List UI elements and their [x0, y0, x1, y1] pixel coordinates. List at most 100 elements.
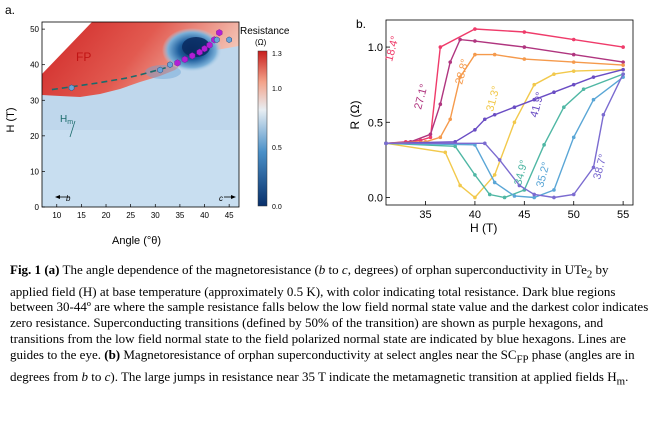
caption-sub: FP [516, 353, 529, 366]
panel-a-ytick-label: 10 [30, 167, 39, 176]
curve-point [571, 192, 576, 197]
caption-text: to [325, 262, 342, 277]
caption-fig-label: Fig. 1 [10, 262, 42, 277]
panel-a-xtick-label: 15 [77, 211, 86, 220]
curve-point [443, 150, 448, 155]
curve-point [438, 45, 443, 49]
curve-point [512, 194, 517, 198]
colorbar: Resistance (Ω) 1.3 1.0 0.5 0.0 [240, 26, 290, 211]
curve-point [621, 72, 625, 76]
curve-label-1: 27.1° [412, 83, 430, 111]
curve-point [448, 117, 453, 122]
blue-hexagon [167, 61, 173, 68]
panel-a-xtick-label: 10 [52, 211, 61, 220]
curve-point [571, 37, 576, 42]
purple-hexagon [181, 55, 188, 63]
curve-point [487, 192, 492, 197]
caption-sub: m [616, 375, 626, 388]
curve-point [571, 82, 576, 87]
caption-text: . [625, 368, 629, 384]
panel-b-ytick-label: 0.0 [368, 192, 383, 204]
purple-hexagon [174, 59, 181, 67]
curve-point [571, 60, 576, 64]
curve-point [532, 97, 536, 102]
curve-point [418, 138, 423, 143]
caption-sub: 2 [586, 268, 593, 281]
caption-text: by applied field (H) at base temperature… [10, 262, 649, 363]
caption-text: ). The large jumps in resistance near 35… [110, 368, 617, 384]
curve-point [473, 173, 477, 177]
blue-hexagon [226, 36, 232, 44]
panel-a-xtick-label: 30 [151, 211, 160, 220]
panel-b-curves [384, 27, 625, 200]
caption-text: The angle dependence of the magnetoresis… [59, 262, 319, 277]
purple-hexagon [206, 41, 213, 49]
curve-point [497, 158, 502, 162]
curve-point [483, 117, 487, 122]
curve-point [621, 67, 625, 72]
heatmap [42, 22, 239, 207]
panel-b-curve-labels: 18.4°27.1°28.8°31.3° 41.9°34.9° 35.2° 38.7° [383, 35, 609, 189]
curve-7 [386, 73, 624, 199]
caption-italic: c [341, 262, 348, 277]
curve-point [492, 52, 497, 57]
curve-point [512, 105, 517, 110]
colorbar-unit: (Ω) [255, 38, 267, 47]
colorbar-tick-3: 0.5 [272, 145, 282, 152]
caption-italic: b [318, 262, 326, 277]
figure-caption: Fig. 1 (a) The angle dependence of the m… [10, 262, 650, 390]
curve-point [621, 60, 625, 64]
curve-point [552, 188, 556, 192]
curve-point [502, 195, 507, 200]
caption-text: , degrees) of orphan superconductivity i… [347, 262, 587, 277]
panel-b-ytick-label: 1.0 [368, 42, 383, 54]
blue-hexagon [213, 36, 220, 44]
panel-a-ytick-label: 20 [30, 132, 39, 141]
panel-b-xlabel: H (T) [470, 221, 497, 235]
curve-point [473, 127, 477, 132]
curve-point [591, 97, 596, 102]
colorbar-tick-1: 1.3 [272, 51, 282, 58]
colorbar-tick-4: 0.0 [272, 204, 282, 211]
curve-label-7: 38.7° [591, 153, 609, 181]
colorbar-tick-2: 1.0 [272, 86, 282, 93]
svg-text:c: c [219, 194, 223, 203]
curve-point [522, 30, 527, 34]
curve-point [473, 39, 477, 43]
curve-point [621, 63, 625, 67]
curve-5 [385, 73, 624, 199]
c-axis-marker: c [219, 194, 236, 203]
panel-a-label: a. [5, 3, 15, 17]
panel-a-xtick-label: 20 [102, 211, 111, 220]
panel-a-ytick-label: 0 [35, 203, 40, 212]
curve-point [562, 105, 566, 110]
caption-part-a: (a) [44, 262, 60, 277]
panel-b-frame [385, 19, 634, 206]
panel-a-ylabel: H (T) [5, 107, 17, 132]
panel-b-xtick-label: 55 [617, 209, 629, 221]
panel-a-xtick-label: 45 [225, 211, 234, 220]
curve-point [571, 135, 576, 140]
caption-italic: c [104, 368, 111, 384]
curve-point [473, 195, 477, 200]
curve-point [552, 195, 556, 200]
curve-point [473, 27, 477, 31]
curve-point [552, 72, 556, 76]
curve-point [542, 143, 546, 147]
curve-point [601, 112, 606, 117]
hm-region-label: Hm [60, 114, 73, 126]
panel-a-xtick-label: 40 [200, 211, 209, 220]
curve-1 [385, 38, 624, 144]
curve-point [453, 144, 457, 149]
panel-b-xtick-label: 40 [469, 209, 481, 221]
caption-text: Magnetoresistance of orphan superconduct… [120, 347, 517, 363]
curve-label-3: 31.3° [484, 85, 502, 113]
panel-a-ticks: 10 15 20 25 30 35 40 45 0 10 20 30 40 50 [30, 25, 234, 220]
purple-hexagon [189, 52, 196, 60]
curve-point [512, 120, 517, 125]
curve-point [532, 192, 536, 197]
panel-a-ytick-label: 50 [30, 25, 39, 34]
panel-a-xtick-label: 35 [175, 211, 184, 220]
curve-point [438, 102, 443, 107]
curve-point [581, 87, 586, 91]
